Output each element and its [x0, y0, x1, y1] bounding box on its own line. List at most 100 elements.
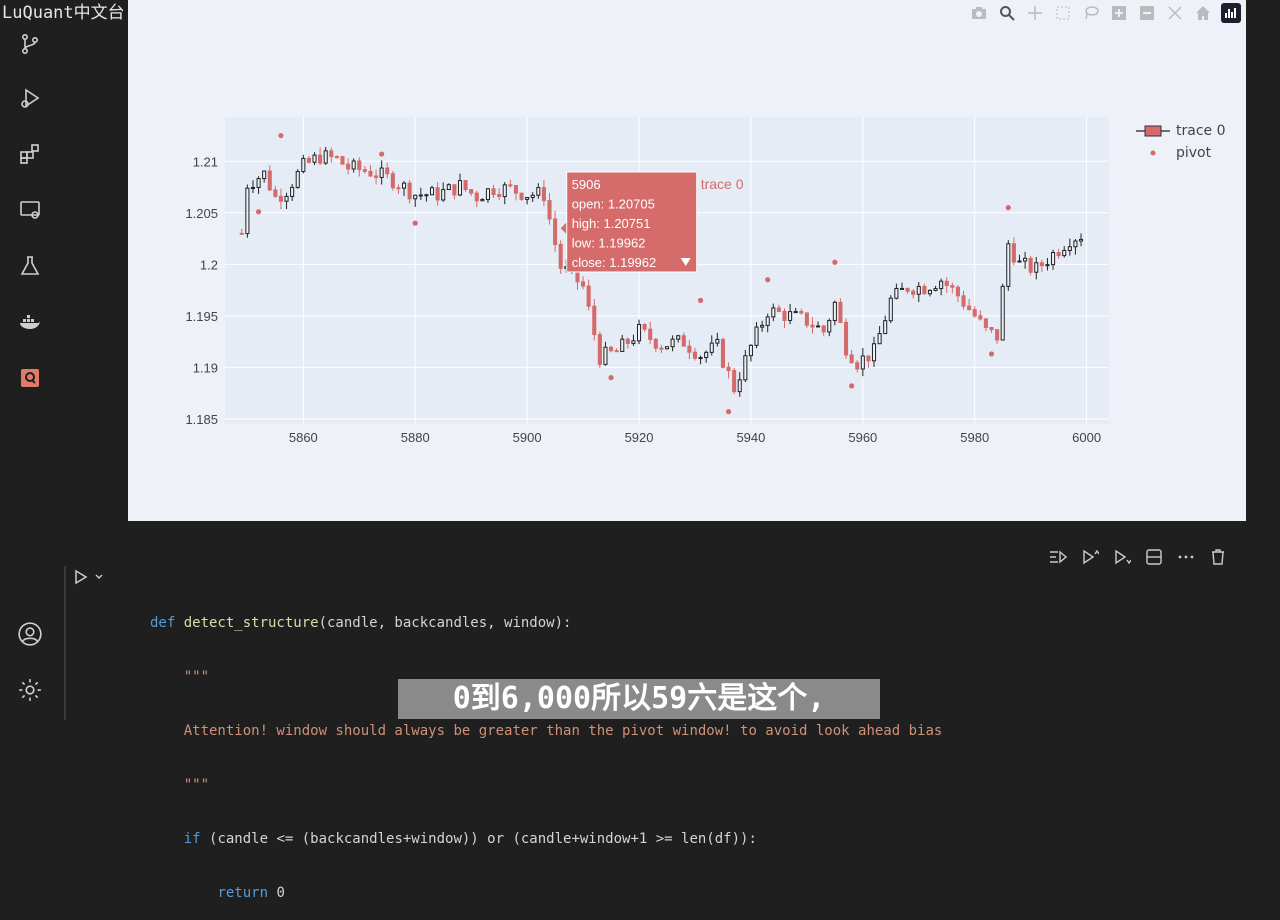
candle-body[interactable] [312, 154, 317, 163]
candle-body[interactable] [771, 307, 776, 318]
candle-body[interactable] [871, 343, 877, 362]
candle-body[interactable] [553, 218, 558, 245]
candle-body[interactable] [760, 324, 765, 328]
candle-body[interactable] [267, 170, 272, 191]
pivot-marker[interactable] [278, 132, 284, 139]
candle-body[interactable] [855, 362, 860, 370]
candle-body[interactable] [592, 305, 597, 336]
candle-body[interactable] [1039, 262, 1044, 267]
candle-body[interactable] [631, 340, 636, 344]
candle-body[interactable] [441, 189, 446, 201]
pivot-marker[interactable] [412, 220, 418, 226]
candle-body[interactable] [547, 200, 552, 220]
candle-body[interactable] [1028, 257, 1033, 273]
candle-body[interactable] [581, 281, 586, 287]
split-cell-icon[interactable] [1142, 546, 1166, 568]
extensions-icon[interactable] [14, 138, 46, 170]
candle-body[interactable] [642, 324, 647, 330]
candle-body[interactable] [765, 316, 770, 326]
candle-body[interactable] [888, 297, 893, 322]
candle-body[interactable] [659, 347, 664, 350]
zoom-in-icon[interactable] [1108, 2, 1130, 24]
candle-body[interactable] [262, 170, 267, 180]
execute-below-icon[interactable] [1110, 546, 1134, 568]
jupyter-icon[interactable] [14, 362, 46, 394]
candle-body[interactable] [664, 346, 670, 350]
candle-body[interactable] [536, 187, 541, 196]
run-debug-icon[interactable] [14, 82, 46, 114]
pivot-marker[interactable] [849, 383, 855, 389]
candle-body[interactable] [933, 288, 938, 291]
docker-icon[interactable] [14, 306, 46, 338]
reset-axes-icon[interactable] [1192, 2, 1214, 24]
pan-icon[interactable] [1024, 2, 1046, 24]
candle-body[interactable] [676, 335, 681, 340]
candle-body[interactable] [782, 310, 787, 321]
candle-body[interactable] [720, 338, 725, 368]
pivot-marker[interactable] [725, 409, 732, 415]
zoom-icon[interactable] [996, 2, 1018, 24]
legend-item-trace[interactable]: trace 0 [1136, 120, 1226, 142]
candle-body[interactable] [614, 350, 619, 353]
execute-above-icon[interactable] [1078, 546, 1102, 568]
candle-body[interactable] [816, 325, 821, 328]
candle-body[interactable] [704, 351, 709, 359]
candle-body[interactable] [525, 196, 530, 200]
candle-body[interactable] [821, 325, 826, 333]
plotly-logo-icon[interactable] [1220, 2, 1242, 24]
candle-body[interactable] [273, 189, 278, 197]
candle-body[interactable] [340, 156, 345, 165]
lasso-icon[interactable] [1080, 2, 1102, 24]
settings-icon[interactable] [14, 674, 46, 706]
candle-body[interactable] [401, 182, 407, 189]
candle-body[interactable] [435, 187, 440, 201]
candle-body[interactable] [1045, 264, 1050, 267]
candle-body[interactable] [636, 324, 642, 342]
candle-body[interactable] [922, 285, 927, 295]
candle-body[interactable] [927, 289, 933, 295]
candle-body[interactable] [754, 326, 759, 346]
candle-body[interactable] [597, 334, 602, 365]
candle-body[interactable] [497, 194, 502, 198]
delete-cell-icon[interactable] [1206, 546, 1230, 568]
candle-body[interactable] [463, 180, 468, 191]
candle-body[interactable] [916, 285, 921, 295]
candle-body[interactable] [748, 344, 753, 357]
candle-body[interactable] [939, 280, 944, 290]
candle-body[interactable] [374, 175, 379, 178]
candle-body[interactable] [457, 180, 463, 196]
candle-body[interactable] [1006, 243, 1011, 287]
candle-body[interactable] [469, 189, 474, 194]
candle-body[interactable] [357, 160, 362, 171]
candle-body[interactable] [620, 338, 625, 352]
candle-body[interactable] [978, 315, 983, 320]
candle-body[interactable] [732, 370, 737, 393]
candle-body[interactable] [413, 194, 418, 200]
candle-body[interactable] [726, 366, 731, 372]
candle-body[interactable] [788, 311, 793, 321]
candle-body[interactable] [967, 305, 972, 311]
candle-body[interactable] [877, 333, 882, 345]
candle-body[interactable] [323, 150, 328, 164]
candle-body[interactable] [860, 355, 865, 370]
candle-body[interactable] [480, 199, 485, 202]
candle-body[interactable] [849, 354, 854, 364]
candle-body[interactable] [687, 345, 692, 353]
candle-body[interactable] [250, 186, 256, 189]
candle-body[interactable] [295, 171, 300, 188]
candle-body[interactable] [955, 286, 960, 297]
candle-body[interactable] [883, 320, 888, 335]
candle-body[interactable] [379, 167, 384, 178]
candle-body[interactable] [452, 184, 457, 196]
candle-body[interactable] [911, 290, 916, 295]
candle-body[interactable] [429, 187, 435, 196]
candle-body[interactable] [245, 187, 250, 235]
candle-body[interactable] [989, 327, 994, 331]
candle-body[interactable] [1078, 238, 1084, 242]
candle-body[interactable] [653, 338, 658, 349]
candle-body[interactable] [810, 324, 815, 328]
candle-body[interactable] [329, 150, 334, 158]
candle-body[interactable] [541, 187, 546, 202]
candle-body[interactable] [961, 295, 966, 307]
candle-body[interactable] [278, 195, 283, 202]
